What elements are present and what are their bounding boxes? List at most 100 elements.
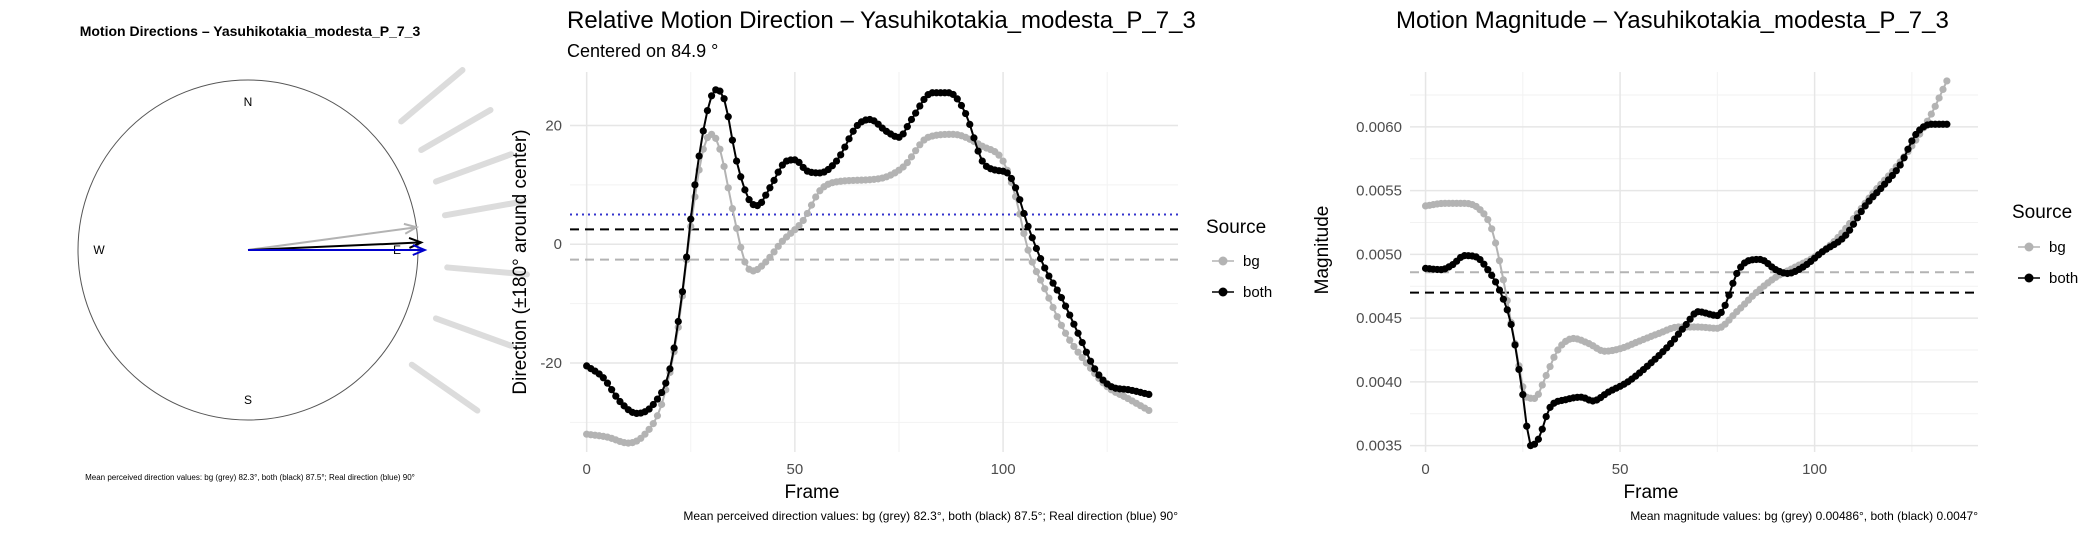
magnitude-point-both [1861,202,1869,210]
magnitude-point-both [1888,171,1897,180]
direction-point-bg [1045,294,1053,302]
direction-point-both [603,379,612,387]
magnitude-point-bg [1554,346,1562,354]
direction-point-bg [1070,342,1078,351]
direction-point-bg [770,248,778,256]
compass-west-label: W [93,243,105,257]
compass-background-ray-6 [408,361,481,414]
direction-point-bg [807,201,816,209]
direction-point-bg [1057,321,1065,329]
direction-point-bg [1066,336,1074,344]
direction-point-both [720,95,728,103]
magnitude-chart-y-axis-label: Magnitude [1312,206,1333,295]
direction-chart-grid [570,72,1178,452]
compass-south-label: S [244,393,252,407]
magnitude-point-both [1721,301,1729,309]
compass-arrowhead-bg [403,222,420,235]
direction-point-both [978,157,986,165]
direction-chart-reference-lines [570,213,1178,261]
direction-point-bg [1078,354,1086,362]
direction-point-bg [658,400,666,409]
direction-point-both [957,101,966,110]
magnitude-point-both [1846,226,1854,234]
direction-point-both [766,184,774,192]
direction-point-bg [762,258,770,266]
magnitude-legend-bg-label: bg [2049,239,2066,256]
direction-point-both [849,127,857,135]
direction-point-both [666,365,674,373]
magnitude-point-both [1488,271,1496,279]
direction-point-both [1145,390,1153,399]
magnitude-point-both [1503,306,1511,314]
magnitude-point-both [1523,422,1531,430]
direction-point-both [1045,272,1053,280]
direction-point-both [716,87,724,95]
magnitude-legend-both-label: both [2049,270,2078,287]
direction-point-both [724,113,732,121]
magnitude-point-both [1519,391,1527,399]
direction-point-both [1070,320,1078,328]
direction-point-both [1024,222,1032,230]
direction-point-both [678,288,687,296]
direction-point-bg [999,157,1007,165]
direction-point-both [953,95,961,103]
direction-chart-panel: Relative Motion Direction – Yasuhikotaki… [510,7,1272,523]
magnitude-point-bg [1534,390,1542,398]
magnitude-point-both [1733,269,1741,278]
direction-point-bg [912,147,920,155]
compass-background-ray-3 [441,198,527,219]
magnitude-y-tick-label: 0.0035 [1356,438,1402,455]
compass-title: Motion Directions – Yasuhikotakia_modest… [80,23,421,39]
direction-point-both [1082,348,1090,356]
magnitude-y-tick-label: 0.0055 [1356,183,1402,200]
magnitude-point-both [1682,320,1690,329]
direction-legend-bg-key-point [1218,256,1228,266]
magnitude-point-both [1717,308,1725,317]
direction-point-both [703,106,712,115]
direction-point-both [1091,365,1099,373]
magnitude-point-bg [1495,257,1504,265]
magnitude-point-bg [1550,353,1558,361]
magnitude-chart-legend: Source bg both [2012,202,2078,287]
direction-chart-series [583,86,1153,447]
direction-point-both [683,253,691,261]
magnitude-point-both [1515,365,1523,374]
magnitude-y-tick-label: 0.0050 [1356,246,1402,263]
direction-chart-ticks: 0 50 100 -20 0 20 [540,117,1015,478]
direction-point-both [916,102,924,110]
direction-point-bg [737,243,745,251]
magnitude-series-both [1421,120,1951,450]
magnitude-point-both [1896,161,1904,169]
direction-point-both [741,186,749,194]
direction-series-both [583,86,1153,418]
magnitude-legend-both-key-point [2024,273,2034,283]
magnitude-chart-grid [1410,72,1978,452]
direction-point-bg [1020,229,1028,238]
direction-point-both [1041,264,1049,272]
direction-point-bg [712,134,720,142]
direction-point-bg [724,184,732,192]
magnitude-point-both [1686,315,1694,323]
direction-chart-caption: Mean perceived direction values: bg (gre… [683,509,1178,523]
direction-y-tick-label: -20 [540,355,562,372]
direction-x-tick-label: 100 [991,461,1016,478]
direction-point-both [1053,286,1061,294]
magnitude-point-bg [1939,85,1947,93]
direction-point-bg [645,425,653,433]
direction-point-both [1049,279,1057,287]
magnitude-point-both [1534,435,1542,443]
compass-background-ray-2 [432,151,515,185]
magnitude-point-both [1857,207,1865,216]
direction-point-both [695,152,703,160]
compass-background-ray-4 [444,264,530,278]
direction-point-both [707,92,716,100]
direction-point-both [1095,371,1103,379]
compass-arrows [247,222,428,256]
magnitude-chart-title: Motion Magnitude – Yasuhikotakia_modesta… [1396,7,1949,34]
direction-point-both [608,386,616,394]
direction-point-both [658,388,666,397]
direction-chart-x-axis-label: Frame [785,482,840,503]
direction-point-both [770,176,778,184]
direction-x-tick-label: 50 [787,461,804,478]
